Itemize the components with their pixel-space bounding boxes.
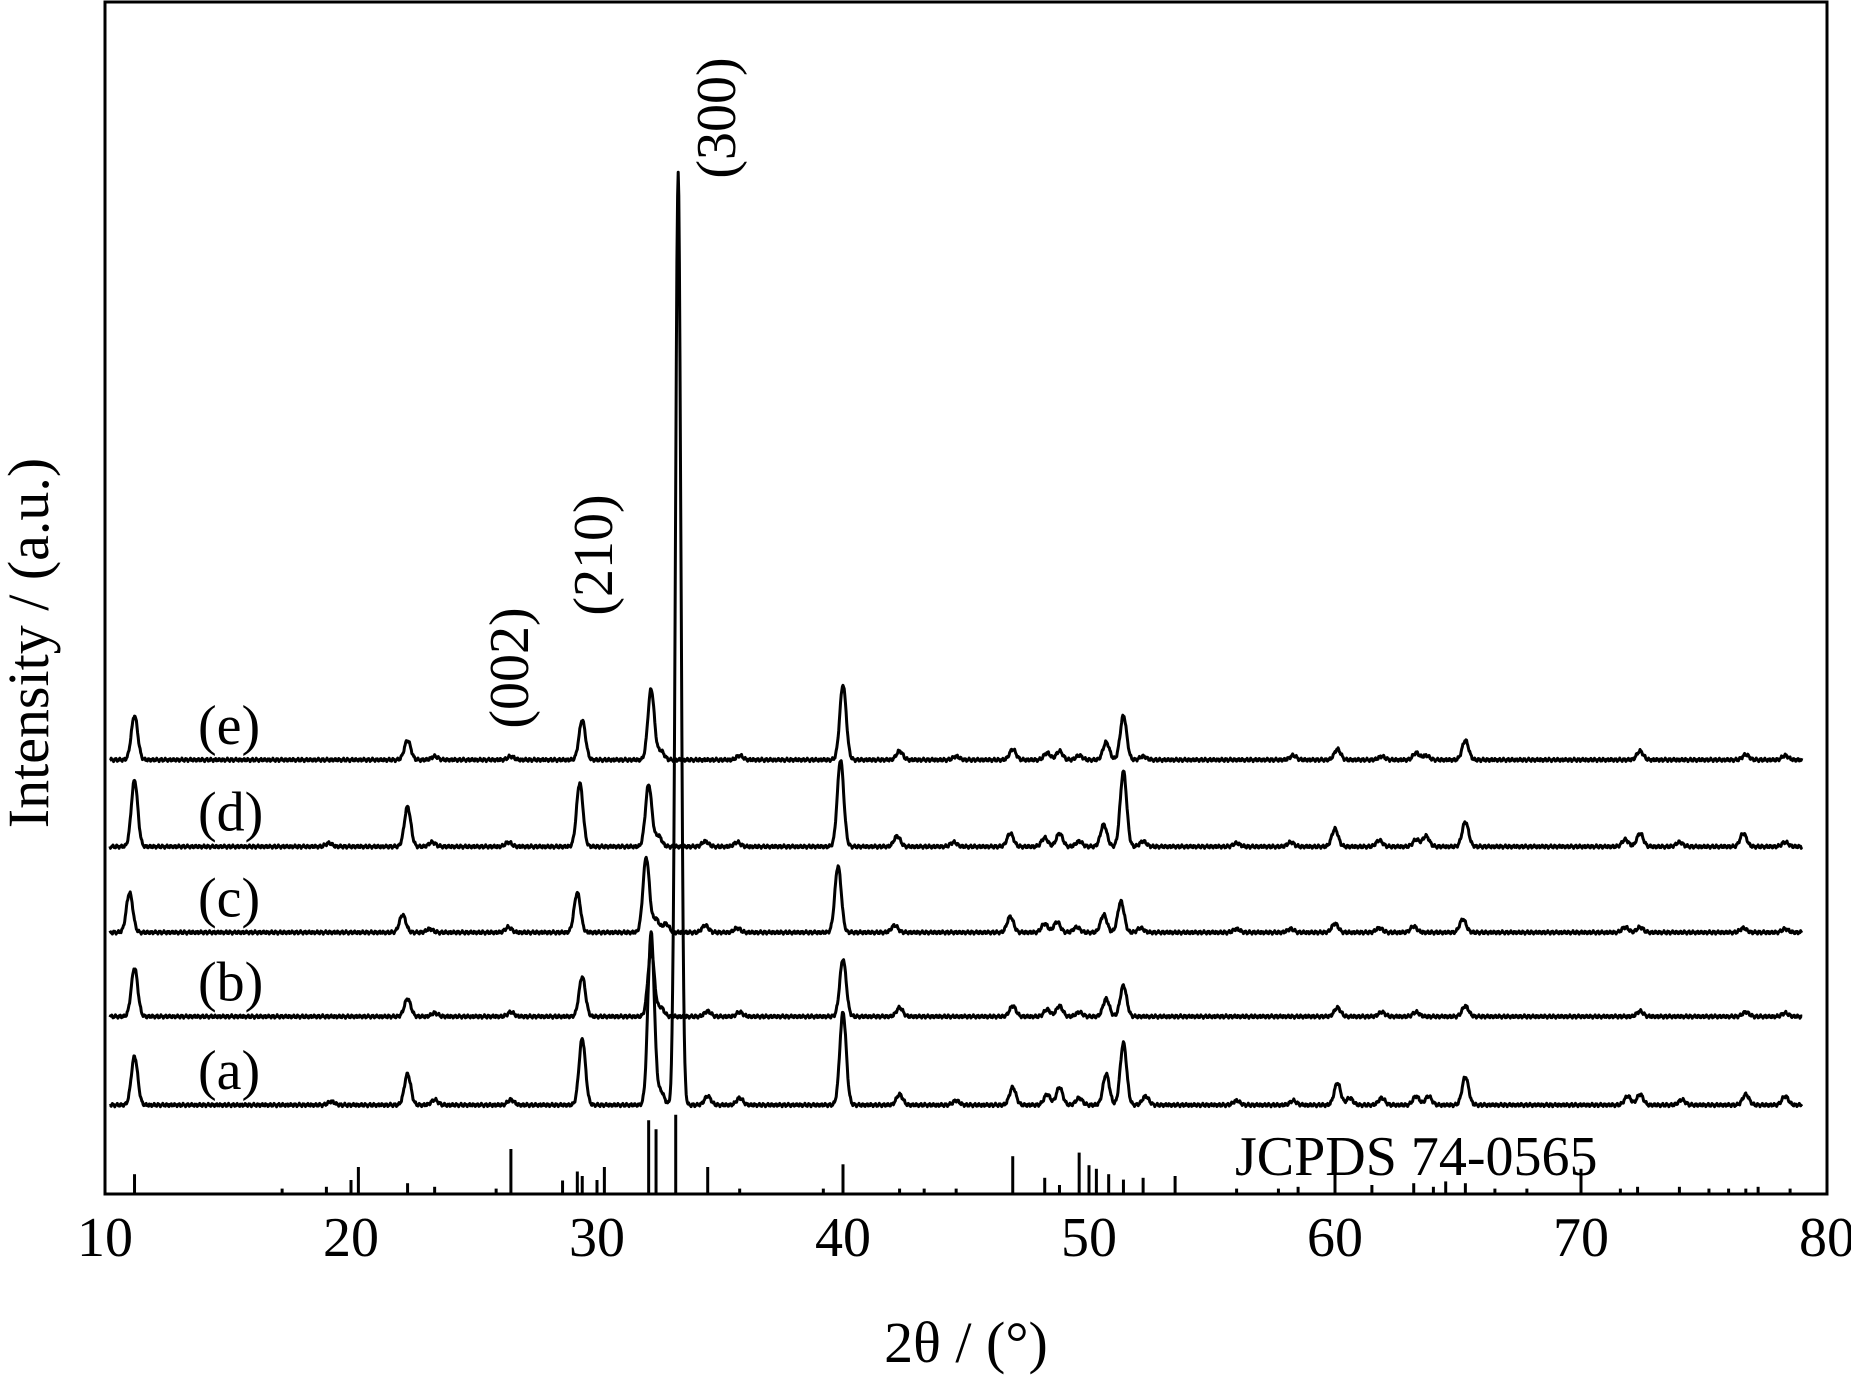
- x-tick-label: 40: [815, 1207, 871, 1269]
- x-tick-label: 10: [77, 1207, 133, 1269]
- xrd-traces: [108, 170, 1804, 1109]
- series-label: (d): [198, 782, 263, 844]
- x-axis-ticks: 10 20 30 40 50 60 70 80: [77, 1180, 1851, 1269]
- x-tick-label: 60: [1307, 1207, 1363, 1269]
- x-axis-title: 2θ / (°): [884, 1310, 1048, 1375]
- x-tick-label: 20: [323, 1207, 379, 1269]
- series-line-e: [109, 683, 1804, 764]
- x-tick-label: 80: [1799, 1207, 1851, 1269]
- series-labels: (a) (b) (c) (d) (e): [198, 695, 263, 1102]
- series-line-a: [108, 170, 1804, 1109]
- hkl-annotation: (002): [479, 607, 541, 728]
- reference-label: JCPDS 74-0565: [1235, 1126, 1598, 1188]
- plot-frame: [103, 0, 1829, 1196]
- series-line-c: [108, 855, 1804, 936]
- x-tick-label: 30: [569, 1207, 625, 1269]
- series-line-b: [108, 948, 1803, 1020]
- x-tick-label: 70: [1553, 1207, 1609, 1269]
- series-label: (b): [198, 952, 263, 1014]
- hkl-annotations: (002) (210) (300): [479, 57, 748, 728]
- series-label: (a): [198, 1040, 260, 1102]
- series-line-d: [108, 759, 1804, 850]
- y-axis-title: Intensity / (a.u.): [0, 458, 61, 828]
- hkl-annotation: (300): [686, 57, 748, 178]
- series-label: (c): [198, 867, 260, 929]
- x-tick-label: 50: [1061, 1207, 1117, 1269]
- series-label: (e): [198, 695, 260, 757]
- hkl-annotation: (210): [563, 494, 625, 615]
